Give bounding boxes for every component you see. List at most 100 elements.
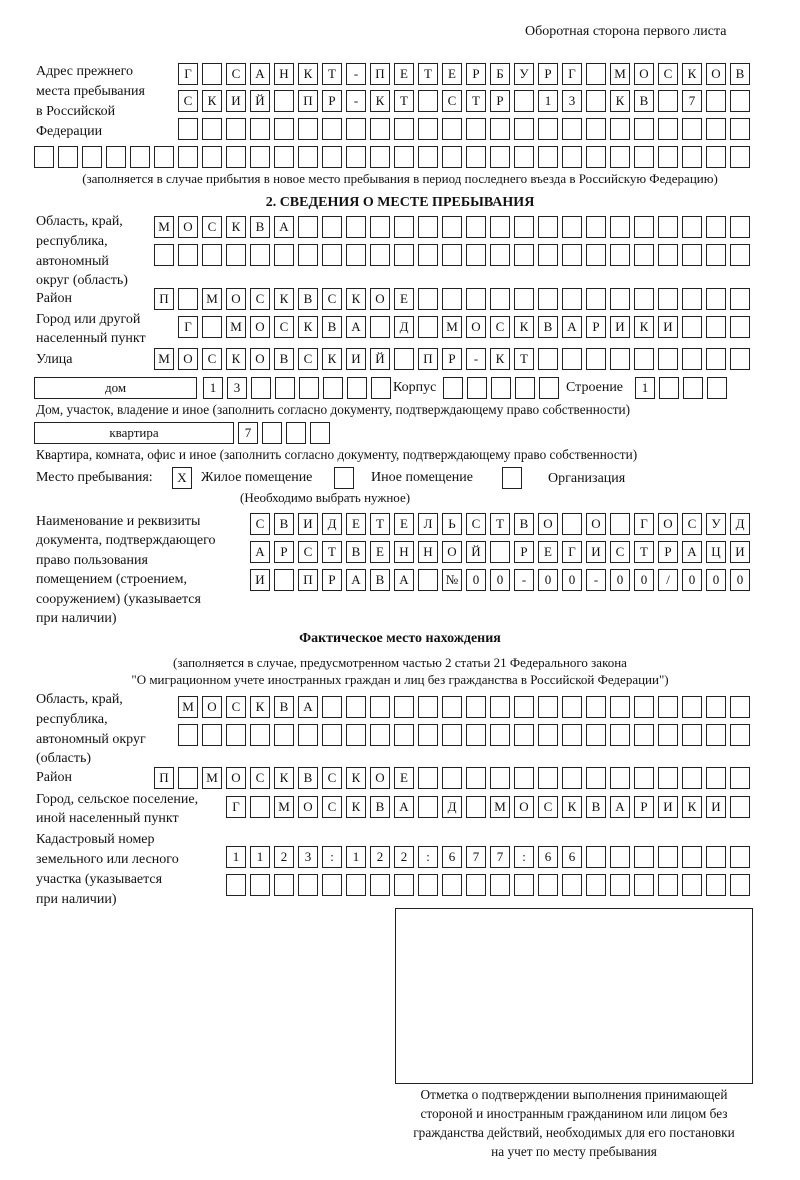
char-cell[interactable] (514, 767, 534, 789)
char-cell[interactable] (418, 316, 438, 338)
char-cell[interactable] (443, 377, 463, 399)
char-cell[interactable] (562, 513, 582, 535)
char-cell[interactable] (682, 288, 702, 310)
char-cell[interactable]: С (274, 316, 294, 338)
char-cell[interactable]: / (658, 569, 678, 591)
char-cell[interactable] (586, 874, 606, 896)
char-cell[interactable] (658, 216, 678, 238)
char-cell[interactable] (274, 724, 294, 746)
char-cell[interactable]: К (370, 90, 390, 112)
char-cell[interactable]: М (178, 696, 198, 718)
char-cell[interactable] (250, 146, 270, 168)
char-cell[interactable]: Р (442, 348, 462, 370)
char-cell[interactable] (418, 696, 438, 718)
char-cell[interactable] (298, 146, 318, 168)
checkbox-residential[interactable]: X (172, 467, 192, 489)
char-cell[interactable] (634, 696, 654, 718)
char-cell[interactable]: Д (322, 513, 342, 535)
char-cell[interactable]: Р (322, 569, 342, 591)
char-cell[interactable] (34, 146, 54, 168)
char-cell[interactable]: Т (514, 348, 534, 370)
char-cell[interactable] (418, 90, 438, 112)
char-cell[interactable]: А (394, 569, 414, 591)
char-cell[interactable]: К (682, 63, 702, 85)
char-cell[interactable]: П (298, 569, 318, 591)
char-cell[interactable]: А (562, 316, 582, 338)
char-cell[interactable] (178, 118, 198, 140)
char-cell[interactable] (466, 767, 486, 789)
char-cell[interactable]: Н (418, 541, 438, 563)
char-cell[interactable]: К (490, 348, 510, 370)
char-cell[interactable] (586, 146, 606, 168)
char-cell[interactable]: Е (394, 513, 414, 535)
char-cell[interactable] (682, 244, 702, 266)
char-cell[interactable] (298, 244, 318, 266)
char-cell[interactable]: 0 (706, 569, 726, 591)
char-cell[interactable] (250, 724, 270, 746)
char-cell[interactable]: К (274, 288, 294, 310)
char-cell[interactable]: С (298, 541, 318, 563)
char-cell[interactable]: Г (562, 541, 582, 563)
char-cell[interactable] (730, 796, 750, 818)
char-cell[interactable] (682, 216, 702, 238)
char-cell[interactable] (514, 696, 534, 718)
char-cell[interactable] (538, 118, 558, 140)
checkbox-other-premises[interactable] (334, 467, 354, 489)
char-cell[interactable]: Й (466, 541, 486, 563)
char-cell[interactable] (562, 874, 582, 896)
char-cell[interactable]: А (250, 541, 270, 563)
char-cell[interactable] (442, 288, 462, 310)
char-cell[interactable]: Р (658, 541, 678, 563)
char-cell[interactable] (202, 316, 222, 338)
char-cell[interactable] (202, 63, 222, 85)
char-cell[interactable] (394, 146, 414, 168)
char-cell[interactable]: 2 (274, 846, 294, 868)
char-cell[interactable]: К (226, 216, 246, 238)
char-cell[interactable]: 1 (203, 377, 223, 399)
char-cell[interactable] (658, 244, 678, 266)
char-cell[interactable]: Е (394, 288, 414, 310)
char-cell[interactable] (418, 216, 438, 238)
char-cell[interactable]: Е (370, 541, 390, 563)
char-cell[interactable] (371, 377, 391, 399)
char-cell[interactable]: - (514, 569, 534, 591)
char-cell[interactable]: Н (274, 63, 294, 85)
char-cell[interactable] (466, 216, 486, 238)
char-cell[interactable]: В (586, 796, 606, 818)
char-cell[interactable]: 0 (634, 569, 654, 591)
char-cell[interactable]: Й (250, 90, 270, 112)
char-cell[interactable]: С (250, 767, 270, 789)
char-cell[interactable] (562, 118, 582, 140)
char-cell[interactable]: И (658, 796, 678, 818)
char-cell[interactable] (82, 146, 102, 168)
char-cell[interactable]: Р (274, 541, 294, 563)
char-cell[interactable]: В (538, 316, 558, 338)
char-cell[interactable] (178, 244, 198, 266)
char-cell[interactable] (586, 348, 606, 370)
char-cell[interactable] (586, 767, 606, 789)
char-cell[interactable]: Г (178, 63, 198, 85)
char-cell[interactable]: М (490, 796, 510, 818)
char-cell[interactable] (634, 244, 654, 266)
char-cell[interactable] (538, 348, 558, 370)
char-cell[interactable] (226, 724, 246, 746)
char-cell[interactable]: А (394, 796, 414, 818)
char-cell[interactable]: К (346, 288, 366, 310)
char-cell[interactable] (274, 874, 294, 896)
char-cell[interactable] (514, 724, 534, 746)
char-cell[interactable] (682, 696, 702, 718)
char-cell[interactable] (370, 146, 390, 168)
char-cell[interactable] (706, 767, 726, 789)
char-cell[interactable]: К (250, 696, 270, 718)
char-cell[interactable] (274, 569, 294, 591)
char-cell[interactable] (562, 767, 582, 789)
char-cell[interactable]: О (178, 216, 198, 238)
char-cell[interactable] (538, 146, 558, 168)
char-cell[interactable]: П (154, 288, 174, 310)
char-cell[interactable]: 3 (298, 846, 318, 868)
char-cell[interactable] (299, 377, 319, 399)
char-cell[interactable] (538, 874, 558, 896)
char-cell[interactable] (442, 724, 462, 746)
char-cell[interactable]: К (682, 796, 702, 818)
char-cell[interactable] (226, 244, 246, 266)
